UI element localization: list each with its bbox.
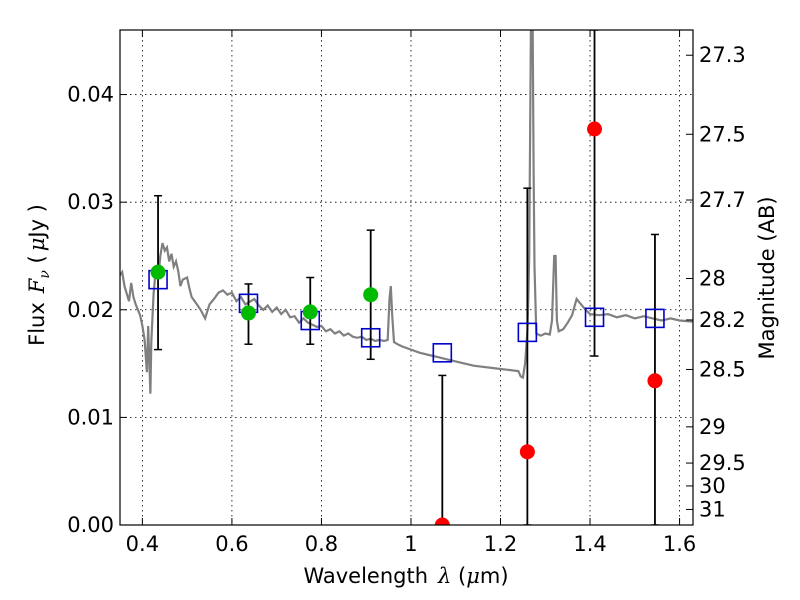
upper-limit-dot — [647, 373, 663, 389]
upper-limit-dot — [434, 517, 450, 525]
y-tick-label: 0.01 — [67, 405, 114, 429]
model-photometry-square — [645, 308, 665, 329]
x-tick-label: 0.4 — [126, 532, 159, 556]
plot-area — [120, 30, 693, 525]
model-photometry-square — [584, 307, 605, 328]
y-tick-label: 0.00 — [67, 513, 114, 537]
upper-limit-dot — [519, 444, 535, 460]
y2-axis-label: Magnitude (AB) — [755, 196, 779, 359]
y2-tick-label: 27.3 — [699, 43, 746, 67]
upper-limit-dot — [587, 121, 603, 137]
model-photometry-square — [360, 327, 381, 348]
y2-tick-label: 28.5 — [699, 357, 746, 381]
x-tick-label: 1 — [404, 532, 417, 556]
y2-tick-label: 28 — [699, 266, 726, 290]
y2-tick-label: 28.2 — [699, 308, 746, 332]
y2-tick-label: 27.7 — [699, 188, 746, 212]
x-tick-label: 1.6 — [663, 532, 696, 556]
observed-flux-dot — [302, 304, 318, 320]
y2-tick-label: 29 — [699, 415, 726, 439]
plot-frame — [119, 29, 694, 526]
observed-flux-dot — [150, 264, 166, 280]
x-tick-label: 0.6 — [215, 532, 248, 556]
axis-ticks — [120, 30, 693, 526]
observed-flux-dot — [363, 287, 379, 303]
y2-tick-label: 29.5 — [699, 451, 746, 475]
y-tick-labels: 0.00 0.01 0.02 0.03 0.04 — [67, 83, 114, 537]
y2-tick-label: 31 — [699, 497, 726, 521]
model-photometry-square — [432, 343, 453, 363]
x-tick-labels: 0.4 0.6 0.8 1 1.2 1.4 1.6 — [126, 532, 697, 556]
y2-tick-label: 27.5 — [699, 122, 746, 146]
x-axis-label: Wavelength λ (μm) — [303, 564, 508, 588]
y-tick-label: 0.03 — [67, 190, 114, 214]
y2-tick-label: 30 — [699, 474, 726, 498]
y-tick-label: 0.04 — [67, 83, 114, 107]
observed-flux-dot — [240, 305, 256, 321]
x-tick-label: 1.4 — [573, 532, 606, 556]
model-photometry-markers — [148, 269, 665, 363]
y-tick-label: 0.02 — [67, 298, 114, 322]
y-axis-label: FluxFν (μJy ) — [25, 204, 53, 346]
x-tick-label: 1.2 — [484, 532, 517, 556]
model-photometry-square — [517, 322, 538, 343]
model-sed-line — [120, 30, 693, 394]
x-tick-label: 0.8 — [305, 532, 338, 556]
observed-flux-markers — [150, 121, 663, 525]
